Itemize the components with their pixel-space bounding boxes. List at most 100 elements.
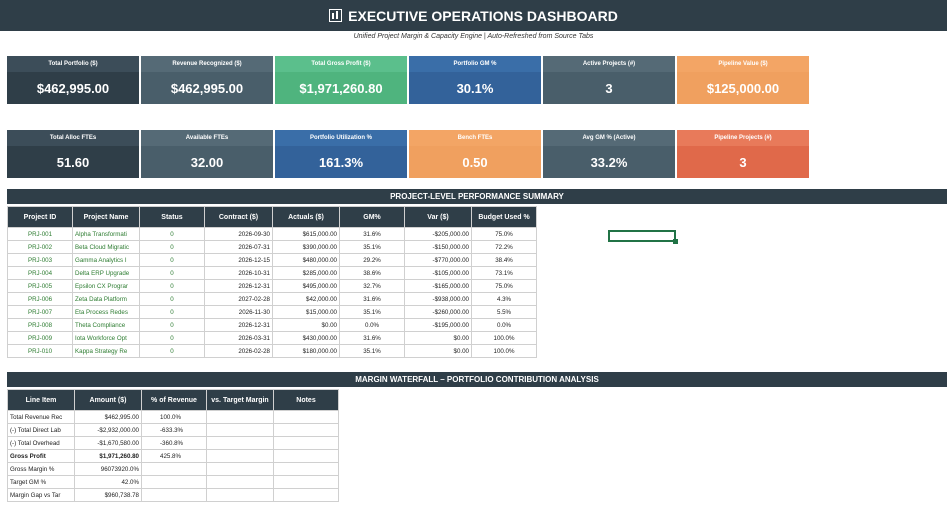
col-header-vs-target-margin[interactable]: vs. Target Margin — [206, 389, 274, 411]
cell-status[interactable]: 0 — [139, 331, 205, 345]
cell-vs-target[interactable] — [206, 462, 274, 476]
col-header-pct-revenue[interactable]: % of Revenue — [141, 389, 207, 411]
kpi-card-pipeline-projects[interactable]: Pipeline Projects (#) 3 — [677, 130, 809, 178]
kpi-card-available-ftes[interactable]: Available FTEs 32.00 — [141, 130, 273, 178]
cell-project-name[interactable]: Eta Process Redes — [72, 305, 140, 319]
cell-pct-revenue[interactable] — [141, 462, 207, 476]
cell-project-name[interactable]: Beta Cloud Migratic — [72, 240, 140, 254]
kpi-card-revenue-recognized[interactable]: Revenue Recognized ($) $462,995.00 — [141, 56, 273, 104]
cell-contract[interactable]: 2026-10-31 — [204, 266, 273, 280]
col-header-status[interactable]: Status — [139, 206, 205, 228]
cell-var[interactable]: -$165,000.00 — [404, 279, 472, 293]
kpi-card-portfolio-utilization[interactable]: Portfolio Utilization % 161.3% — [275, 130, 407, 178]
kpi-card-bench-ftes[interactable]: Bench FTEs 0.50 — [409, 130, 541, 178]
cell-pct-revenue[interactable]: -633.3% — [141, 423, 207, 437]
cell-amount[interactable]: -$2,932,000.00 — [74, 423, 142, 437]
cell-contract[interactable]: 2026-12-31 — [204, 279, 273, 293]
cell-contract[interactable]: 2026-03-31 — [204, 331, 273, 345]
cell-amount[interactable]: $960,738.78 — [74, 488, 142, 502]
cell-line-item[interactable]: Margin Gap vs Tar — [7, 488, 75, 502]
cell-pct-revenue[interactable] — [141, 475, 207, 489]
cell-project-id[interactable]: PRJ-008 — [7, 318, 73, 332]
cell-contract[interactable]: 2026-09-30 — [204, 227, 273, 241]
cell-contract[interactable]: 2026-02-28 — [204, 344, 273, 358]
cell-project-name[interactable]: Gamma Analytics I — [72, 253, 140, 267]
col-header-budget-used[interactable]: Budget Used % — [471, 206, 537, 228]
kpi-card-avg-gm-active[interactable]: Avg GM % (Active) 33.2% — [543, 130, 675, 178]
cell-actuals[interactable]: $0.00 — [272, 318, 340, 332]
kpi-card-total-portfolio[interactable]: Total Portfolio ($) $462,995.00 — [7, 56, 139, 104]
cell-contract[interactable]: 2026-07-31 — [204, 240, 273, 254]
cell-gm[interactable]: 38.6% — [339, 266, 405, 280]
cell-status[interactable]: 0 — [139, 240, 205, 254]
cell-actuals[interactable]: $615,000.00 — [272, 227, 340, 241]
kpi-card-portfolio-gm[interactable]: Portfolio GM % 30.1% — [409, 56, 541, 104]
cell-contract[interactable]: 2027-02-28 — [204, 292, 273, 306]
cell-budget-used[interactable]: 4.3% — [471, 292, 537, 306]
cell-budget-used[interactable]: 73.1% — [471, 266, 537, 280]
cell-project-id[interactable]: PRJ-005 — [7, 279, 73, 293]
cell-budget-used[interactable]: 75.0% — [471, 227, 537, 241]
kpi-card-pipeline-value[interactable]: Pipeline Value ($) $125,000.00 — [677, 56, 809, 104]
cell-notes[interactable] — [273, 410, 339, 424]
cell-budget-used[interactable]: 72.2% — [471, 240, 537, 254]
cell-budget-used[interactable]: 5.5% — [471, 305, 537, 319]
cell-actuals[interactable]: $180,000.00 — [272, 344, 340, 358]
cell-gm[interactable]: 32.7% — [339, 279, 405, 293]
cell-notes[interactable] — [273, 423, 339, 437]
cell-gm[interactable]: 31.6% — [339, 331, 405, 345]
cell-contract[interactable]: 2026-12-31 — [204, 318, 273, 332]
cell-project-name[interactable]: Delta ERP Upgrade — [72, 266, 140, 280]
cell-project-id[interactable]: PRJ-006 — [7, 292, 73, 306]
cell-notes[interactable] — [273, 462, 339, 476]
cell-project-id[interactable]: PRJ-009 — [7, 331, 73, 345]
cell-line-item[interactable]: Target GM % — [7, 475, 75, 489]
cell-gm[interactable]: 0.0% — [339, 318, 405, 332]
cell-gm[interactable]: 35.1% — [339, 305, 405, 319]
col-header-amount[interactable]: Amount ($) — [74, 389, 142, 411]
cell-line-item[interactable]: (-) Total Overhead — [7, 436, 75, 450]
cell-amount[interactable]: -$1,670,580.00 — [74, 436, 142, 450]
cell-notes[interactable] — [273, 436, 339, 450]
cell-gm[interactable]: 35.1% — [339, 240, 405, 254]
cell-project-id[interactable]: PRJ-001 — [7, 227, 73, 241]
col-header-gm[interactable]: GM% — [339, 206, 405, 228]
cell-budget-used[interactable]: 100.0% — [471, 331, 537, 345]
cell-project-id[interactable]: PRJ-007 — [7, 305, 73, 319]
cell-gm[interactable]: 29.2% — [339, 253, 405, 267]
cell-actuals[interactable]: $430,000.00 — [272, 331, 340, 345]
cell-budget-used[interactable]: 75.0% — [471, 279, 537, 293]
cell-contract[interactable]: 2026-11-30 — [204, 305, 273, 319]
cell-amount[interactable]: $1,971,260.80 — [74, 449, 142, 463]
cell-vs-target[interactable] — [206, 488, 274, 502]
cell-project-name[interactable]: Alpha Transformati — [72, 227, 140, 241]
cell-amount[interactable]: 42.0% — [74, 475, 142, 489]
cell-var[interactable]: -$260,000.00 — [404, 305, 472, 319]
cell-line-item[interactable]: Gross Profit — [7, 449, 75, 463]
cell-var[interactable]: -$938,000.00 — [404, 292, 472, 306]
kpi-card-total-alloc-ftes[interactable]: Total Alloc FTEs 51.60 — [7, 130, 139, 178]
cell-project-name[interactable]: Epsilon CX Prograr — [72, 279, 140, 293]
cell-var[interactable]: $0.00 — [404, 344, 472, 358]
cell-line-item[interactable]: Gross Margin % — [7, 462, 75, 476]
cell-gm[interactable]: 31.6% — [339, 227, 405, 241]
cell-var[interactable]: $0.00 — [404, 331, 472, 345]
cell-notes[interactable] — [273, 488, 339, 502]
col-header-actuals[interactable]: Actuals ($) — [272, 206, 340, 228]
cell-pct-revenue[interactable] — [141, 488, 207, 502]
cell-project-name[interactable]: Theta Compliance — [72, 318, 140, 332]
cell-actuals[interactable]: $480,000.00 — [272, 253, 340, 267]
cell-budget-used[interactable]: 100.0% — [471, 344, 537, 358]
cell-vs-target[interactable] — [206, 449, 274, 463]
cell-vs-target[interactable] — [206, 410, 274, 424]
cell-project-id[interactable]: PRJ-010 — [7, 344, 73, 358]
cell-pct-revenue[interactable]: -360.8% — [141, 436, 207, 450]
cell-actuals[interactable]: $285,000.00 — [272, 266, 340, 280]
cell-status[interactable]: 0 — [139, 344, 205, 358]
cell-vs-target[interactable] — [206, 436, 274, 450]
col-header-notes[interactable]: Notes — [273, 389, 339, 411]
cell-status[interactable]: 0 — [139, 253, 205, 267]
cell-status[interactable]: 0 — [139, 318, 205, 332]
cell-var[interactable]: -$150,000.00 — [404, 240, 472, 254]
cell-notes[interactable] — [273, 475, 339, 489]
